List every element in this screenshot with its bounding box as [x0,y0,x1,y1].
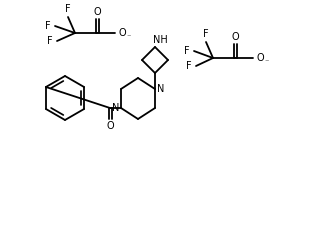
Text: F: F [184,46,190,56]
Text: ⁻: ⁻ [265,58,269,67]
Text: O: O [118,28,126,38]
Text: F: F [65,4,71,14]
Text: F: F [47,36,53,46]
Text: F: F [186,61,192,71]
Text: O: O [93,7,101,17]
Text: O: O [231,32,239,42]
Text: N: N [157,84,165,94]
Text: F: F [203,29,209,39]
Text: O: O [106,121,114,131]
Text: ⁻: ⁻ [127,33,131,41]
Text: NH: NH [152,35,167,45]
Text: O: O [256,53,264,63]
Text: N: N [112,103,120,113]
Text: F: F [45,21,51,31]
